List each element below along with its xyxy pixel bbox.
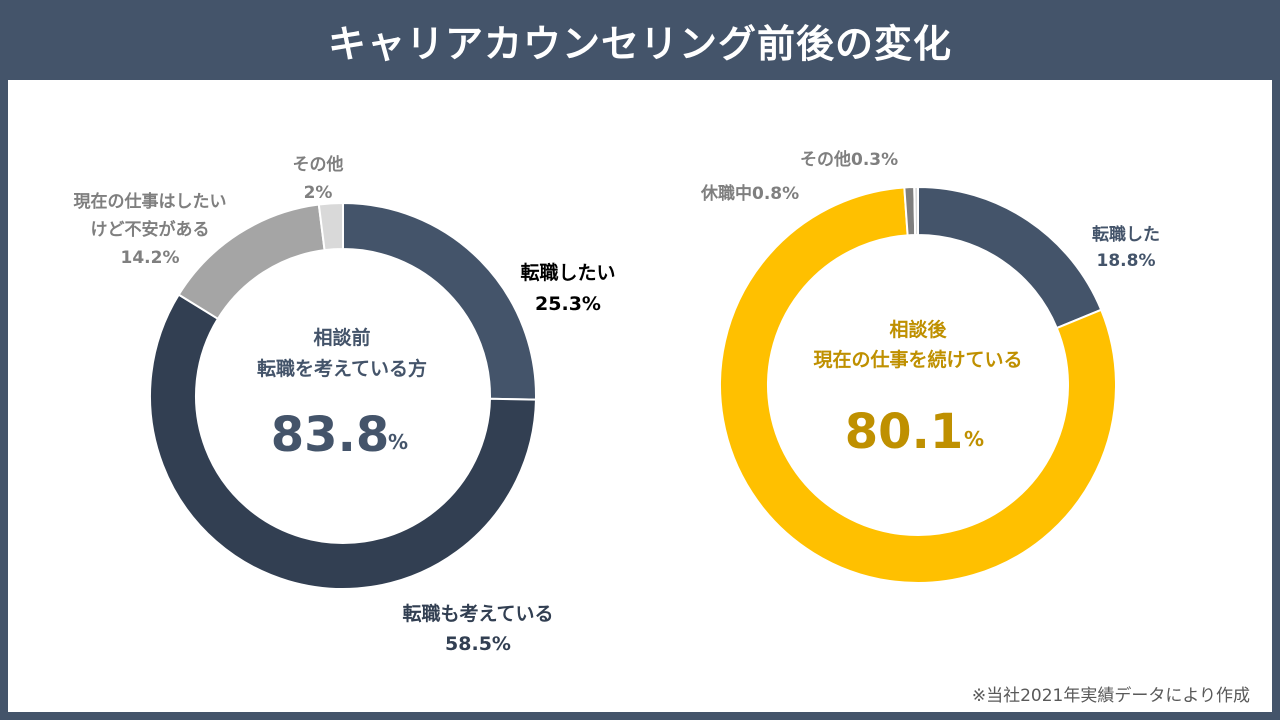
label-leave-group: 休職中 0.8% [700,183,799,204]
label-other-before-value: 2% [304,183,333,203]
label-other-after-name: その他 [800,149,851,170]
footnote: ※当社2021年実績データにより作成 [971,686,1250,706]
label-other-after-group: その他 0.3% [800,149,898,170]
label-anxious-name-line2: けど不安がある [91,219,210,240]
label-other-after-value: 0.3% [851,150,898,170]
donut-chart-before: 相談前 転職を考えている方 83.8 % 転職したい 25.3% 転職も考えてい… [74,154,616,655]
label-leave-name: 休職中 [700,183,752,204]
label-leave-value: 0.8% [752,184,799,204]
label-want-change-name: 転職したい [520,261,615,284]
donut-1-slice-3 [317,201,344,252]
label-anxious-value: 14.2% [121,248,180,268]
donut-2-slices [719,185,1117,584]
label-also-considering-name: 転職も考えている [402,602,553,625]
label-also-considering-value: 58.5% [445,633,511,655]
center-title-after-line1: 相談後 [889,318,947,341]
center-value-after: 80.1 [845,404,963,460]
center-title-after-line2: 現在の仕事を続けている [813,348,1022,371]
label-changed-name: 転職した [1092,224,1160,245]
donut-1-slice-1 [149,293,537,590]
donut-chart-after: 相談後 現在の仕事を続けている 80.1 % 転職した 18.8% 休職中 0.… [700,149,1160,584]
donut-2-slice-1 [719,186,1117,584]
center-title-before-line2: 転職を考えている方 [257,357,427,380]
center-unit-after: % [964,427,984,451]
label-changed-value: 18.8% [1097,251,1156,271]
label-want-change-value: 25.3% [535,293,601,315]
donut-2-slice-3 [913,185,919,237]
page-title: キャリアカウンセリング前後の変化 [327,21,952,66]
label-anxious-name-line1: 現在の仕事はしたい [74,191,227,212]
donut-2-slice-0 [917,185,1103,330]
center-value-before: 83.8 [271,407,389,463]
center-unit-before: % [388,430,408,454]
donut-1-slices [149,201,537,590]
label-other-before-name: その他 [293,154,344,175]
center-title-before-line1: 相談前 [313,326,370,349]
chart-panel [8,80,1272,712]
